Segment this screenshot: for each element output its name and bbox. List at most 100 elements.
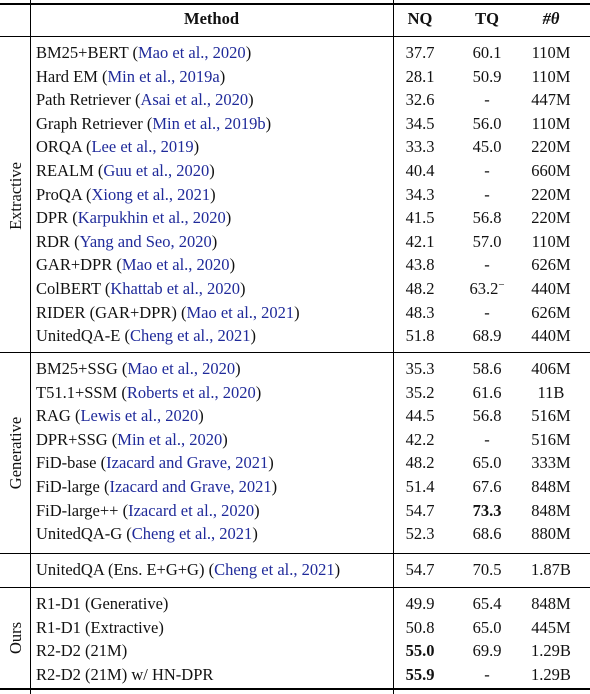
bottom-rule — [0, 688, 590, 690]
citation-link[interactable]: Xiong et al., 2021 — [91, 184, 211, 204]
table-row: R2-D2 (21M) 55.0 69.9 1.29B — [0, 639, 590, 663]
tq-score: 70.5 — [472, 560, 502, 579]
header-nq: NQ — [407, 9, 433, 28]
table-row: RAG (Lewis et al., 2020) 44.5 56.8 516M — [0, 404, 590, 428]
citation-link[interactable]: Cheng et al., 2021 — [214, 560, 335, 579]
tq-score: 67.6 — [472, 477, 502, 496]
method-cell: R2-D2 (21M) — [36, 639, 127, 663]
citation-link[interactable]: Mao et al., 2020 — [121, 255, 230, 275]
table-row: RIDER (GAR+DPR) (Mao et al., 2021) 48.3 - 6… — [0, 301, 590, 325]
nq-score: 52.3 — [405, 524, 435, 544]
method-name: UnitedQA-E — [36, 326, 121, 346]
table-row: BM25+BERT (Mao et al., 2020) 37.7 60.1 110M — [0, 41, 590, 65]
nq-score: 55.0 — [405, 641, 435, 661]
method-name: FiD-large — [36, 477, 100, 496]
nq-score: 34.3 — [405, 184, 435, 204]
method-cell: FiD-large++ (Izacard et al., 2020) — [36, 500, 260, 520]
method-cell: UnitedQA-E (Cheng et al., 2021) — [36, 326, 256, 346]
group-rule-1 — [0, 352, 590, 353]
table-row: ORQA (Lee et al., 2019) 33.3 45.0 220M — [0, 135, 590, 159]
tq-superscript: − — [498, 279, 505, 291]
citation-link[interactable]: Cheng et al., 2021 — [131, 524, 253, 544]
tq-score-cell: 60.1 — [448, 41, 526, 65]
method-cell: FiD-base (Izacard and Grave, 2021) — [36, 453, 274, 473]
citation-link[interactable]: Min et al., 2020 — [117, 429, 223, 449]
tq-score-cell: 73.3 — [448, 499, 526, 523]
nq-score: 42.2 — [405, 429, 435, 449]
table-row: T51.1+SSM (Roberts et al., 2020) 35.2 61.6… — [0, 381, 590, 405]
citation-link[interactable]: Karpukhin et al., 2020 — [77, 208, 226, 228]
tq-score-cell: 63.2− — [448, 277, 526, 301]
method-name: Graph Retriever — [36, 113, 143, 133]
tq-score: 73.3 — [472, 500, 502, 520]
method-name: R1-D1 (Generative) — [36, 594, 169, 613]
method-name: FiD-large++ — [36, 500, 119, 520]
tq-score-cell: 61.6 — [448, 381, 526, 405]
nq-score: 48.2 — [405, 453, 435, 473]
nq-score: 48.3 — [405, 302, 435, 322]
method-name: Path Retriever — [36, 90, 131, 110]
nq-score: 40.4 — [405, 161, 435, 180]
param-count: 516M — [531, 406, 571, 426]
nq-score: 41.5 — [405, 208, 435, 228]
tq-score: 65.0 — [472, 453, 502, 473]
tq-score-cell: 65.0 — [448, 616, 526, 640]
method-name: R2-D2 (21M) w/ HN-DPR — [36, 664, 214, 684]
tq-score: - — [484, 255, 490, 275]
nq-score: 37.7 — [405, 43, 435, 62]
citation-link[interactable]: Asai et al., 2020 — [140, 90, 249, 110]
tq-score-cell: 50.9 — [448, 65, 526, 89]
citation-link[interactable]: Mao et al., 2020 — [127, 359, 236, 378]
tq-score: 69.9 — [472, 641, 502, 661]
method-name: BM25+SSG — [36, 359, 118, 378]
method-cell: R1-D1 (Generative) — [36, 592, 168, 616]
citation-link[interactable]: Izacard and Grave, 2021 — [109, 477, 272, 496]
citation-link[interactable]: Izacard and Grave, 2021 — [106, 453, 269, 473]
method-cell: BM25+BERT (Mao et al., 2020) — [36, 43, 252, 62]
citation-link[interactable]: Mao et al., 2021 — [186, 302, 295, 322]
method-cell: REALM (Guu et al., 2020) — [36, 161, 215, 180]
tq-score: - — [484, 664, 490, 684]
citation-link[interactable]: Roberts et al., 2020 — [126, 382, 256, 402]
param-count: 848M — [531, 594, 571, 613]
citation-link[interactable]: Lewis et al., 2020 — [80, 406, 199, 426]
citation-link[interactable]: Lee et al., 2019 — [91, 137, 194, 157]
table-row: R1-D1 (Extractive) 50.8 65.0 445M — [0, 616, 590, 640]
tq-score-cell: 58.6 — [448, 357, 526, 381]
citation-link[interactable]: Izacard et al., 2020 — [128, 500, 255, 520]
param-count: 11B — [537, 382, 565, 402]
method-cell: RDR (Yang and Seo, 2020) — [36, 231, 218, 251]
tq-score-cell: 65.4 — [448, 592, 526, 616]
param-count: 110M — [531, 113, 571, 133]
citation-link[interactable]: Yang and Seo, 2020 — [79, 231, 212, 251]
citation-link[interactable]: Khattab et al., 2020 — [110, 279, 241, 298]
tq-score-cell: - — [448, 663, 526, 687]
method-name: FiD-base — [36, 453, 97, 473]
nq-score: 44.5 — [405, 406, 435, 426]
tq-score: - — [484, 302, 490, 322]
citation-link[interactable]: Cheng et al., 2021 — [129, 326, 251, 346]
table-row: FiD-base (Izacard and Grave, 2021) 48.2 65… — [0, 451, 590, 475]
tq-score: - — [484, 184, 490, 204]
method-name: RAG — [36, 406, 71, 426]
param-count: 333M — [531, 453, 571, 473]
citation-link[interactable]: Min et al., 2019a — [107, 66, 220, 86]
citation-link[interactable]: Mao et al., 2020 — [138, 43, 246, 62]
method-name: R2-D2 (21M) — [36, 641, 128, 661]
method-cell: ColBERT (Khattab et al., 2020) — [36, 279, 246, 298]
tq-score: - — [484, 161, 490, 180]
tq-score: 56.0 — [472, 113, 502, 133]
method-cell: ProQA (Xiong et al., 2021) — [36, 184, 216, 204]
method-name: ORQA — [36, 137, 82, 157]
param-count: 110M — [531, 66, 571, 86]
method-cell: RAG (Lewis et al., 2020) — [36, 406, 204, 426]
method-name: REALM — [36, 161, 94, 180]
citation-link[interactable]: Guu et al., 2020 — [103, 161, 210, 180]
header-row: Method NQ TQ #θ — [0, 7, 590, 31]
header-rule — [0, 36, 590, 37]
citation-link[interactable]: Min et al., 2019b — [152, 113, 266, 133]
nq-score: 49.9 — [405, 594, 435, 613]
table-row: FiD-large++ (Izacard et al., 2020) 54.7 73… — [0, 499, 590, 523]
method-cell: FiD-large (Izacard and Grave, 2021) — [36, 477, 278, 496]
method-name: UnitedQA (Ens. E+G+G) — [36, 560, 205, 579]
